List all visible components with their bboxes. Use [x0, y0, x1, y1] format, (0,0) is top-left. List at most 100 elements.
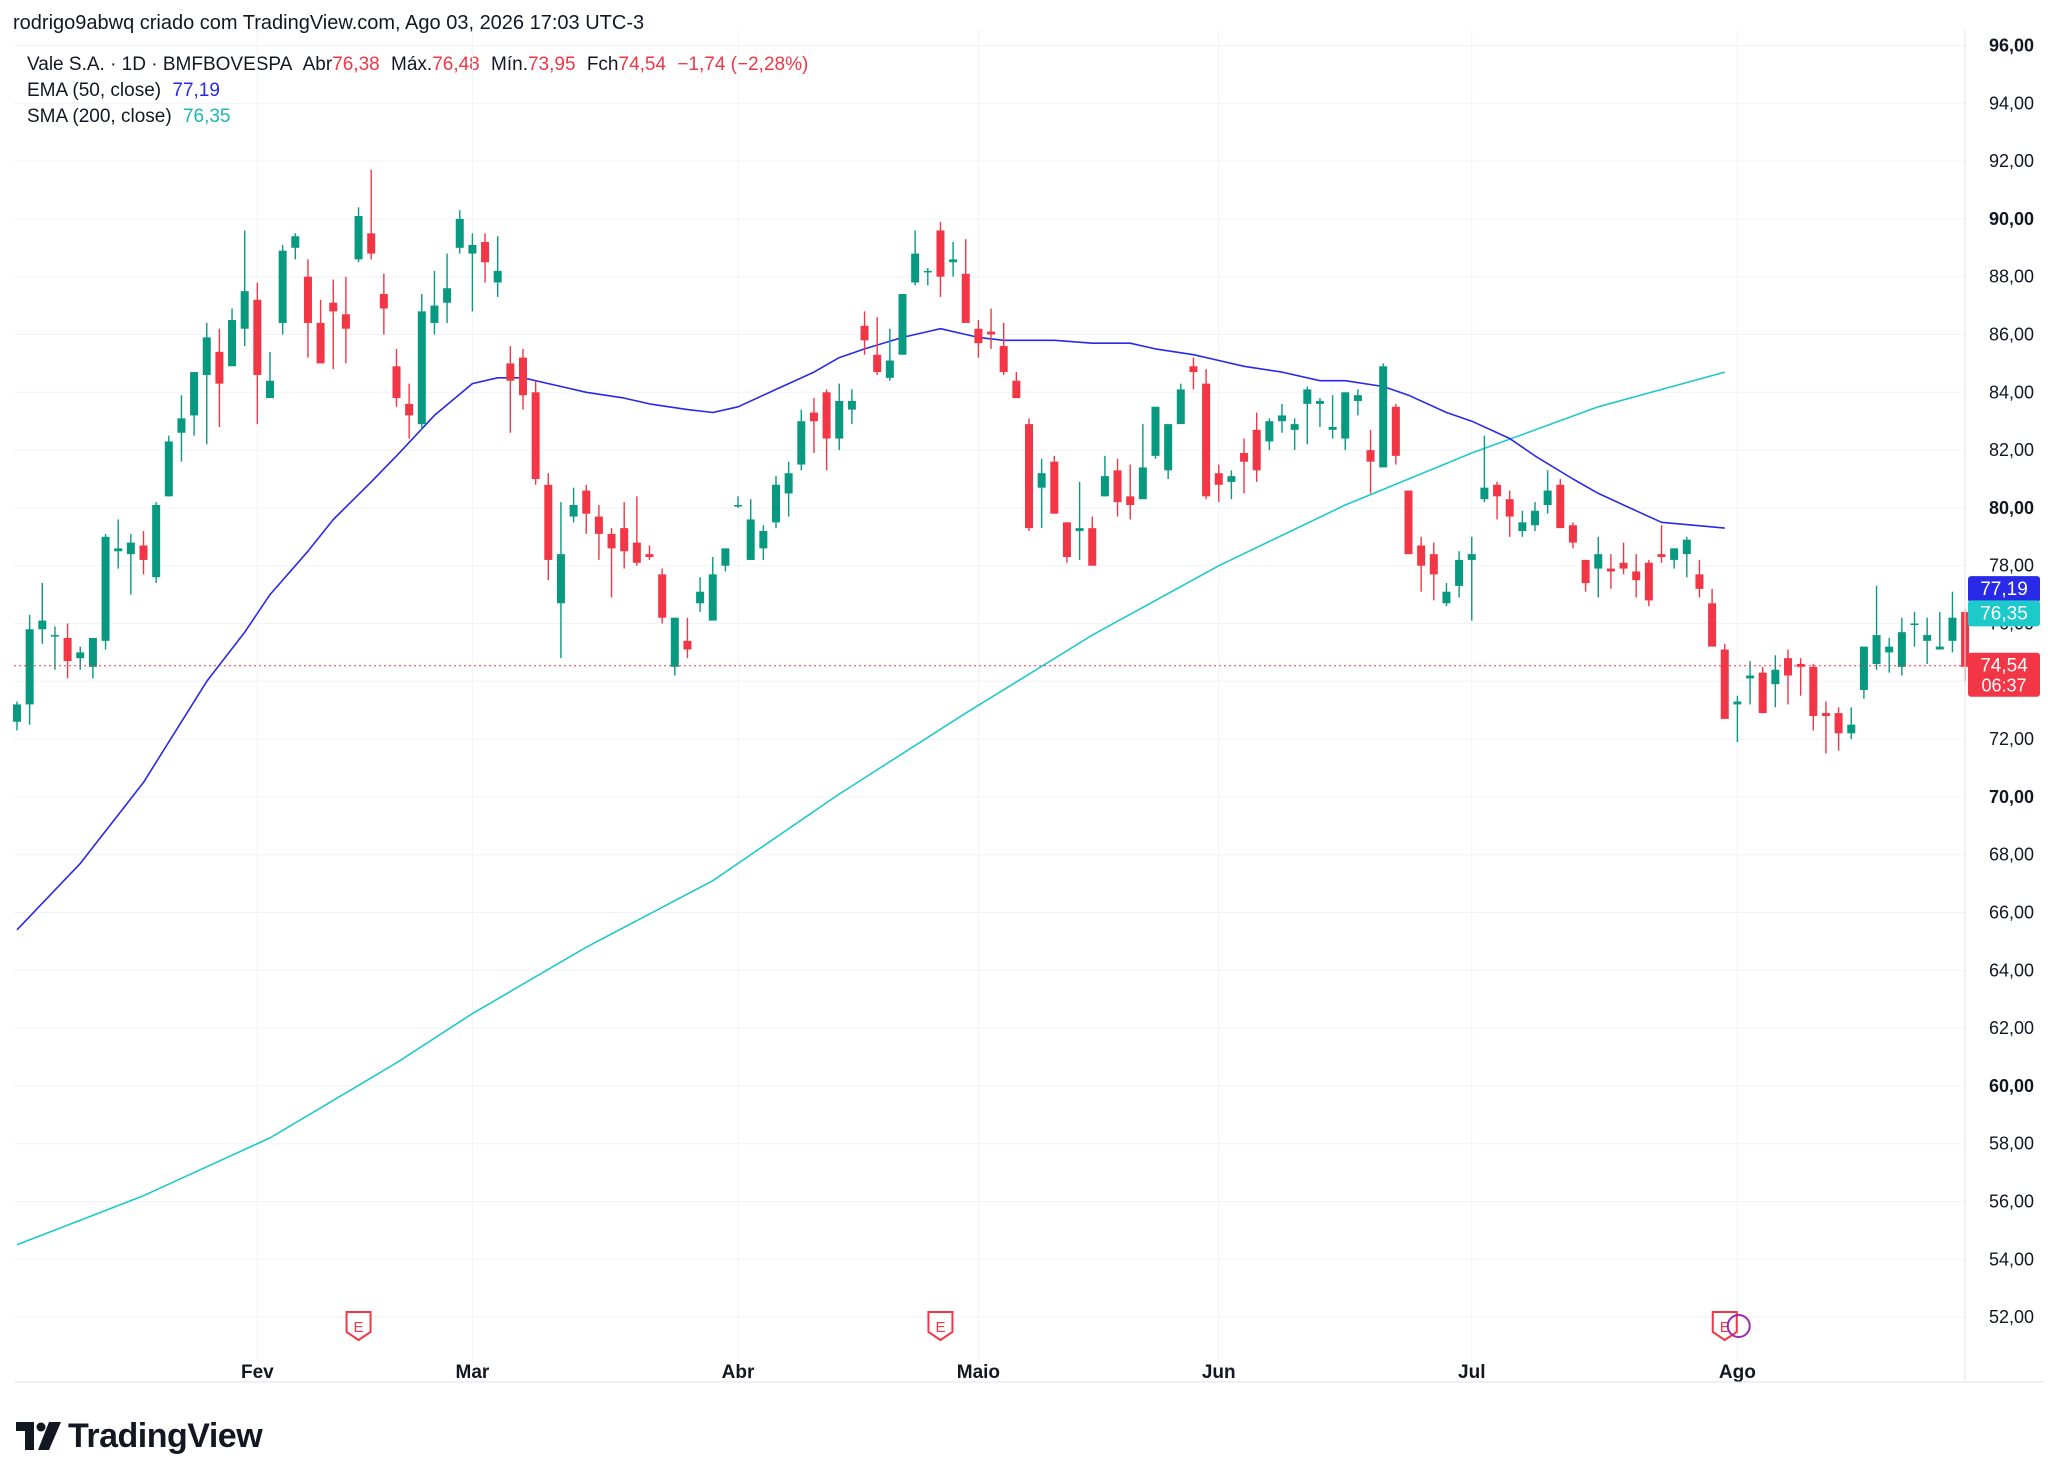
legend-symbol-row[interactable]: Vale S.A. · 1D · BMFBOVESPA Abr76,38 Máx…: [27, 52, 808, 78]
candle-up: [88, 637, 97, 679]
candle-body: [949, 259, 958, 263]
candle-down: [1720, 643, 1729, 719]
earnings-icon[interactable]: E: [927, 1311, 954, 1342]
candle-up: [1379, 363, 1388, 468]
ema-label[interactable]: EMA (50, close): [27, 80, 162, 101]
candle-down: [1391, 403, 1400, 465]
candle-body: [139, 545, 148, 560]
candle-up: [911, 230, 920, 286]
candle-body: [569, 505, 578, 517]
candle-body: [1341, 392, 1350, 439]
candle-body: [1075, 528, 1084, 532]
candle-down: [1366, 429, 1375, 494]
earnings-badge: [927, 1311, 954, 1342]
candle-down: [481, 233, 490, 283]
candle-up: [784, 461, 793, 517]
earnings-badge: [345, 1311, 372, 1342]
candle-down: [1126, 464, 1135, 520]
candle-up: [50, 626, 59, 670]
candle-down: [1240, 438, 1249, 494]
candle-body: [1948, 617, 1957, 641]
candle-body: [1935, 646, 1944, 650]
candle-down: [1252, 412, 1261, 482]
candle-down: [632, 496, 641, 566]
candle-down: [1404, 490, 1413, 555]
candle-up: [1935, 611, 1944, 650]
candle-down: [683, 617, 692, 659]
candle-body: [1164, 424, 1173, 471]
tradingview-logo-icon: [16, 1422, 61, 1450]
earnings-icon[interactable]: E: [345, 1311, 372, 1342]
candle-body: [1885, 646, 1894, 653]
candle-body: [1821, 713, 1830, 716]
candle-down: [1050, 455, 1059, 514]
candle-up: [1847, 707, 1856, 740]
last-price-tag-box: [1968, 652, 2040, 697]
tradingview-brand[interactable]: TradingView: [16, 1417, 263, 1455]
candle-up: [1682, 536, 1691, 578]
candle-body: [1062, 522, 1071, 558]
high-value: 76,48: [432, 54, 480, 75]
candle-down: [961, 239, 970, 323]
grid-layer: [14, 30, 1965, 1362]
candle-body: [1606, 568, 1615, 572]
candle-body: [1240, 452, 1249, 462]
sma-label[interactable]: SMA (200, close): [27, 106, 172, 127]
last-price-tag-countdown: 06:37: [1981, 676, 2026, 696]
candle-up: [1594, 536, 1603, 598]
candle-body: [1126, 496, 1135, 506]
candle-up: [1164, 424, 1173, 479]
candle-down: [1493, 481, 1502, 520]
date-tick-label: Fev: [241, 1362, 274, 1383]
candle-body: [1265, 421, 1274, 442]
candle-down: [1189, 357, 1198, 390]
candle-body: [696, 591, 705, 604]
candle-body: [152, 505, 161, 578]
candle-up: [923, 268, 932, 286]
candle-up: [417, 294, 426, 430]
candle-body: [1531, 510, 1539, 526]
price-tick-label: 68,00: [1989, 845, 2034, 865]
price-tick-label: 82,00: [1989, 440, 2034, 460]
candle-body: [961, 273, 970, 323]
candle-down: [1417, 536, 1426, 592]
candle-down: [1568, 522, 1577, 549]
candle-up: [1075, 481, 1084, 560]
legend-ema-row[interactable]: EMA (50, close) 77,19: [27, 78, 808, 104]
candle-body: [1847, 724, 1856, 734]
candle-up: [1910, 611, 1919, 647]
candle-up: [1480, 435, 1489, 503]
candle-body: [1189, 366, 1198, 373]
candle-up: [1859, 646, 1868, 699]
candle-body: [1809, 666, 1818, 716]
candle-body: [632, 542, 641, 563]
legend-sma-row[interactable]: SMA (200, close) 76,35: [27, 104, 808, 130]
candle-down: [1113, 458, 1122, 517]
candle-body: [443, 288, 452, 303]
candle-down: [519, 348, 527, 410]
candle-body: [1556, 484, 1565, 529]
candle-body: [1214, 473, 1223, 485]
candle-body: [721, 548, 730, 566]
candle-body: [1695, 574, 1704, 589]
candle-up: [266, 351, 274, 399]
candle-up: [13, 701, 21, 731]
price-tick-label: 80,00: [1989, 498, 2034, 518]
candle-body: [506, 363, 515, 381]
price-tick-label: 78,00: [1989, 556, 2034, 576]
candle-body: [1151, 406, 1160, 456]
candle-down: [506, 346, 515, 433]
candle-up: [38, 583, 47, 644]
candle-down: [620, 502, 629, 569]
candle-body: [1581, 559, 1590, 584]
candle-body: [1050, 461, 1059, 514]
price-tick-label: 84,00: [1989, 382, 2034, 402]
candle-up: [759, 525, 768, 560]
symbol-title[interactable]: Vale S.A. · 1D · BMFBOVESPA: [27, 54, 293, 75]
sma-price-tag-box: [1968, 600, 2040, 627]
candle-body: [1568, 525, 1577, 543]
candle-body: [1784, 658, 1792, 676]
candle-body: [1657, 554, 1666, 558]
candle-up: [569, 487, 578, 523]
